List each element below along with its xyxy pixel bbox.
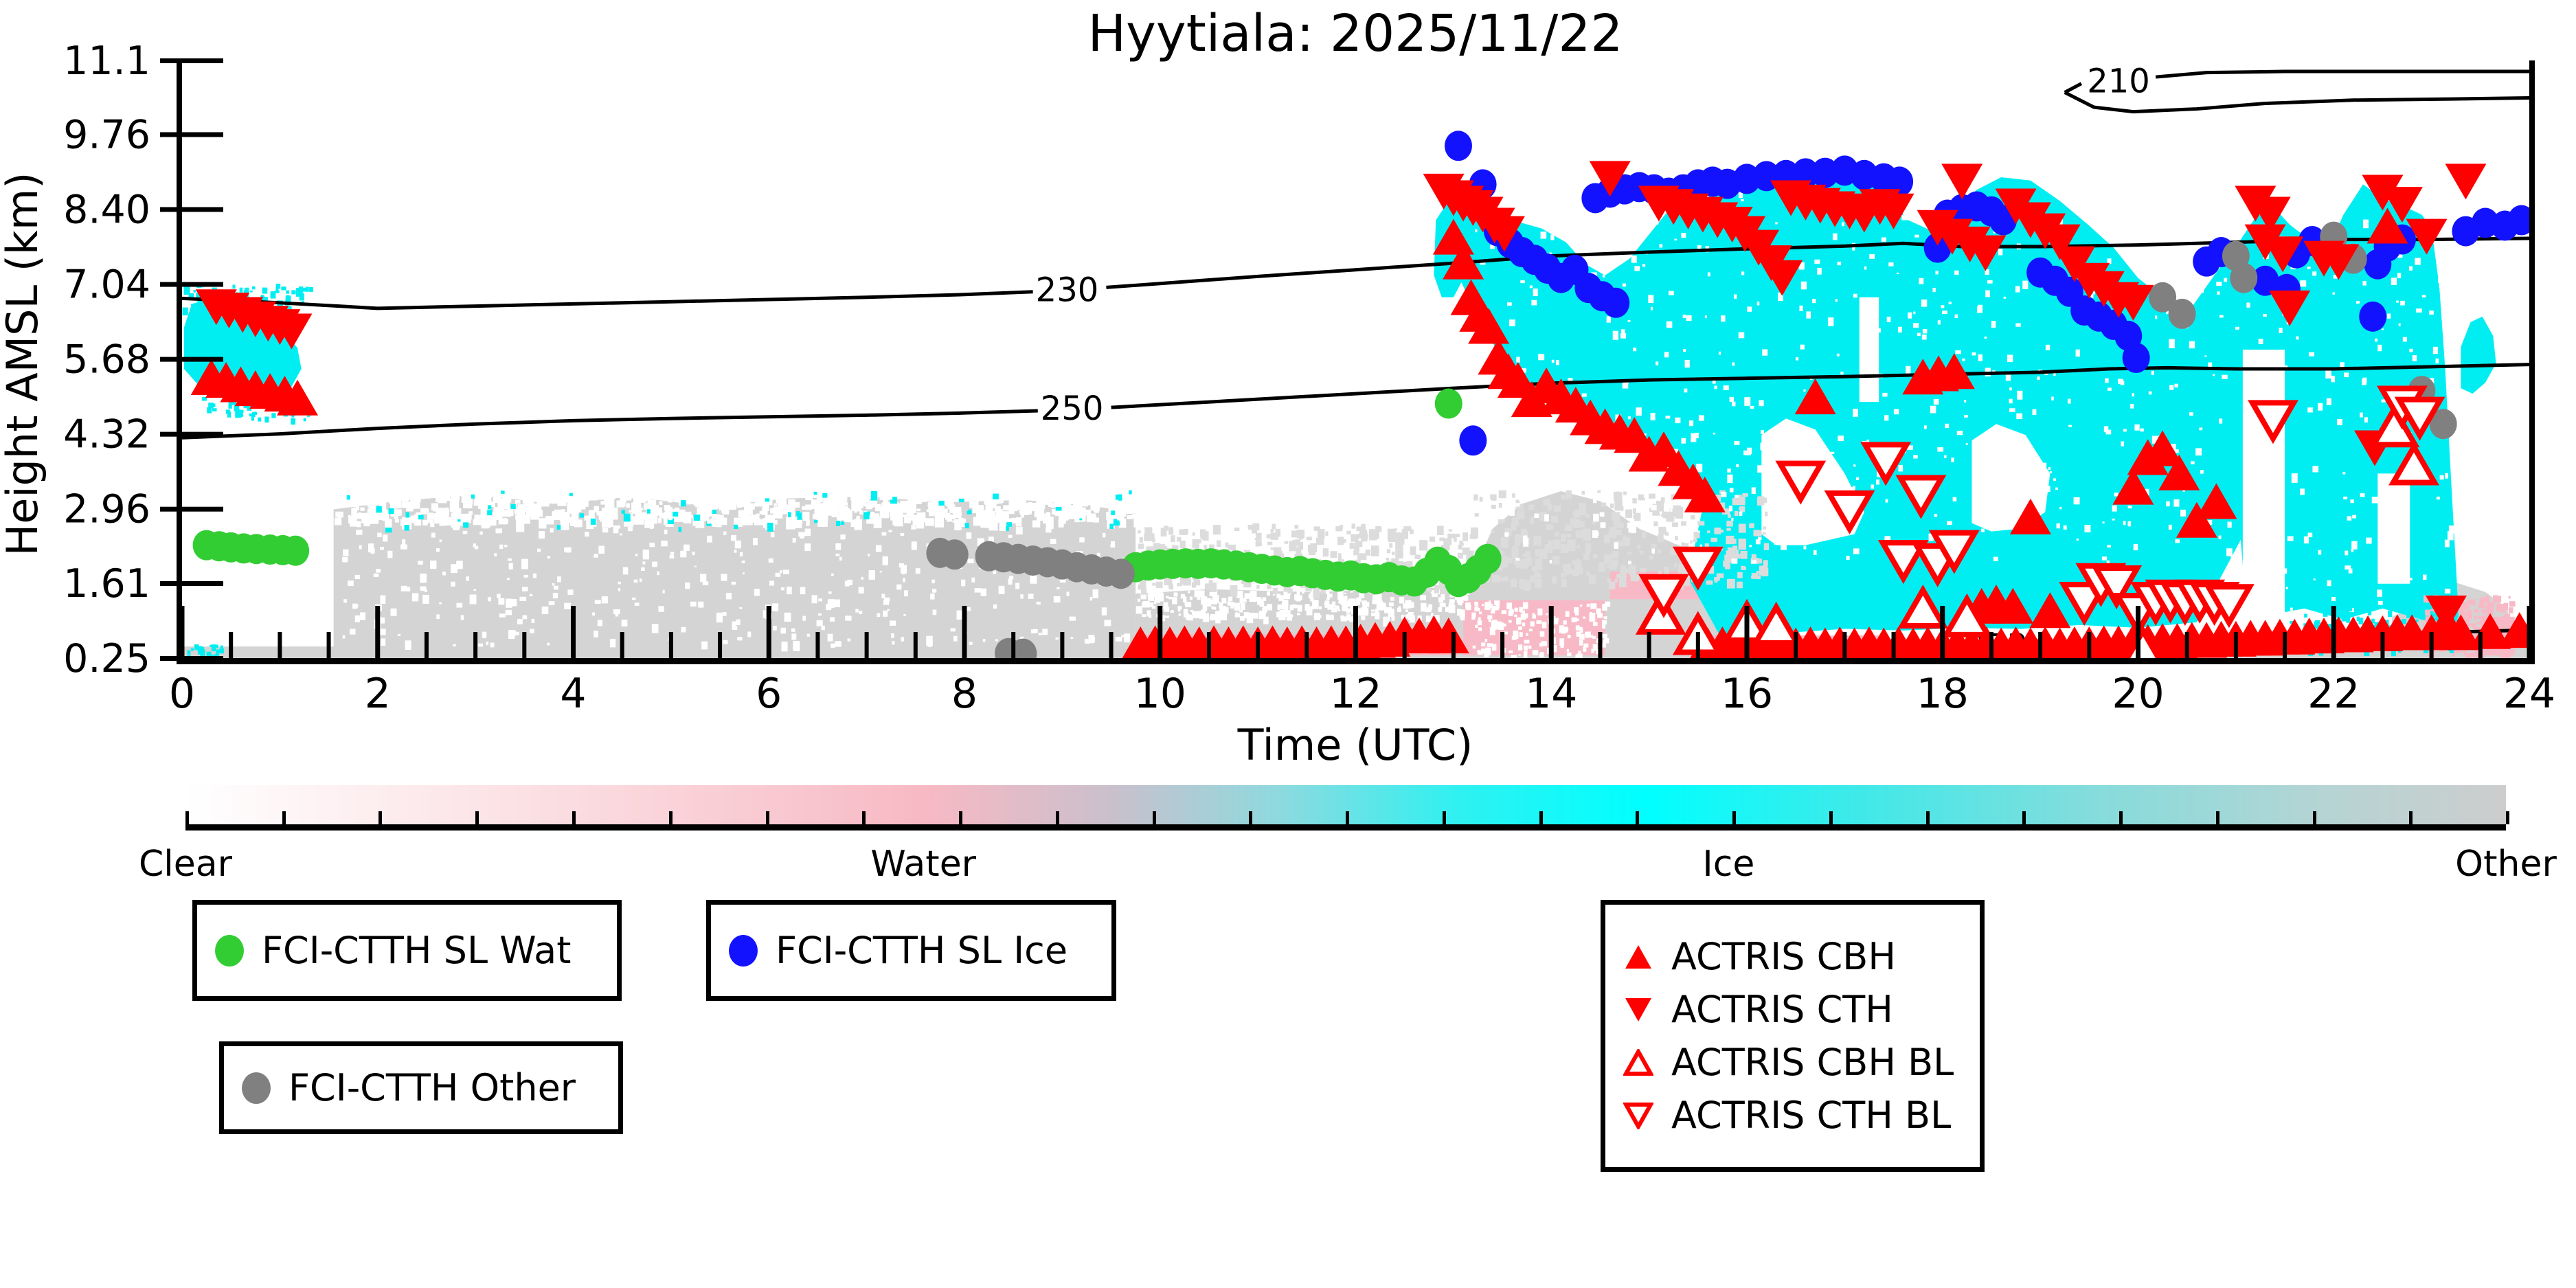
colorbar-tick bbox=[1055, 811, 1059, 824]
svg-text:2: 2 bbox=[365, 670, 391, 718]
svg-text:6: 6 bbox=[756, 670, 782, 718]
water-dot-icon bbox=[215, 934, 244, 967]
colorbar-tick bbox=[2409, 811, 2413, 824]
svg-text:8.40: 8.40 bbox=[63, 187, 150, 232]
cth-triangle-down-icon bbox=[1625, 997, 1651, 1021]
colorbar-tick bbox=[572, 811, 576, 824]
svg-text:2.96: 2.96 bbox=[63, 487, 150, 532]
colorbar-tick bbox=[379, 811, 383, 824]
colorbar-tick bbox=[282, 811, 286, 824]
colorbar-tick bbox=[668, 811, 673, 824]
colorbar-tick bbox=[1732, 811, 1736, 824]
colorbar-tick bbox=[2119, 811, 2123, 824]
colorbar-tick bbox=[185, 811, 189, 824]
colorbar-tick bbox=[862, 811, 866, 824]
svg-text:11.1: 11.1 bbox=[63, 38, 150, 84]
legend-fci-other: FCI-CTTH Other bbox=[219, 1041, 623, 1134]
x-axis-label: Time (UTC) bbox=[1237, 720, 1473, 770]
colorbar-tick bbox=[1636, 811, 1640, 824]
legend-label: ACTRIS CBH BL bbox=[1671, 1041, 1954, 1084]
ice-dot-icon bbox=[729, 934, 758, 967]
legend-fci-sl-wat: FCI-CTTH SL Wat bbox=[192, 900, 622, 1001]
colorbar-label-ice: Ice bbox=[1702, 844, 1755, 885]
legend-label: FCI-CTTH SL Wat bbox=[262, 929, 572, 972]
colorbar-tick bbox=[765, 811, 769, 824]
svg-text:8: 8 bbox=[951, 670, 978, 718]
svg-text:210: 210 bbox=[2087, 62, 2150, 100]
svg-text:1.61: 1.61 bbox=[63, 561, 150, 607]
other-dot-icon bbox=[242, 1072, 271, 1104]
colorbar-label-clear: Clear bbox=[139, 844, 232, 885]
svg-text:0.25: 0.25 bbox=[63, 636, 150, 681]
colorbar-label-water: Water bbox=[870, 844, 977, 885]
colorbar-tick bbox=[1829, 811, 1833, 824]
legend-actris: ACTRIS CBH ACTRIS CTH ACTRIS CBH BL ACTR… bbox=[1601, 900, 1985, 1172]
colorbar-tick bbox=[1346, 811, 1349, 824]
legend-label: ACTRIS CTH BL bbox=[1671, 1094, 1952, 1137]
cbh-triangle-up-icon bbox=[1625, 945, 1651, 969]
colorbar-tick bbox=[2312, 811, 2316, 824]
svg-text:7.04: 7.04 bbox=[63, 262, 150, 308]
series-actris-cth bbox=[195, 161, 2487, 632]
scatter-series bbox=[190, 131, 2529, 658]
svg-text:22: 22 bbox=[2307, 670, 2360, 718]
cth-bl-open-triangle-down-icon bbox=[1623, 1102, 1653, 1129]
svg-text:14: 14 bbox=[1525, 670, 1577, 718]
legend-label: FCI-CTTH SL Ice bbox=[776, 929, 1068, 972]
cbh-bl-open-triangle-up-icon bbox=[1623, 1048, 1653, 1076]
colorbar-tick bbox=[475, 811, 479, 824]
svg-text:16: 16 bbox=[1721, 670, 1773, 718]
svg-text:9.76: 9.76 bbox=[63, 112, 150, 157]
svg-text:12: 12 bbox=[1329, 670, 1381, 718]
legend-label: ACTRIS CBH bbox=[1671, 935, 1896, 978]
svg-text:4: 4 bbox=[560, 670, 586, 718]
legend-label: FCI-CTTH Other bbox=[289, 1066, 576, 1109]
colorbar-label-other: Other bbox=[2455, 844, 2557, 885]
svg-text:24: 24 bbox=[2503, 670, 2555, 718]
colorbar-tick bbox=[2506, 811, 2509, 824]
colorbar-tick bbox=[1925, 811, 1930, 824]
svg-text:10: 10 bbox=[1134, 670, 1186, 718]
colorbar-tick bbox=[1152, 811, 1156, 824]
legend-label: ACTRIS CTH bbox=[1671, 988, 1893, 1031]
svg-text:230: 230 bbox=[1036, 271, 1099, 309]
y-axis-label: Height AMSL (km) bbox=[0, 172, 47, 556]
svg-text:5.68: 5.68 bbox=[63, 337, 150, 383]
colorbar-tick bbox=[1539, 811, 1543, 824]
colorbar-tick bbox=[1442, 811, 1446, 824]
svg-text:0: 0 bbox=[169, 670, 195, 718]
series-actris-cth-bl bbox=[1638, 385, 2445, 637]
svg-text:18: 18 bbox=[1917, 670, 1969, 718]
colorbar-tick bbox=[958, 811, 962, 824]
legend-fci-sl-ice: FCI-CTTH SL Ice bbox=[706, 900, 1116, 1001]
colorbar-tick bbox=[2215, 811, 2219, 824]
colorbar-tick bbox=[1249, 811, 1253, 824]
class-colorbar bbox=[185, 785, 2509, 831]
svg-text:20: 20 bbox=[2112, 670, 2164, 718]
svg-text:4.32: 4.32 bbox=[63, 412, 150, 457]
series-fci-ctth-sl-wat bbox=[192, 388, 1502, 598]
colorbar-tick bbox=[2022, 811, 2026, 824]
page-title: Hyytiala: 2025/11/22 bbox=[1087, 4, 1623, 63]
svg-text:250: 250 bbox=[1041, 389, 1104, 428]
